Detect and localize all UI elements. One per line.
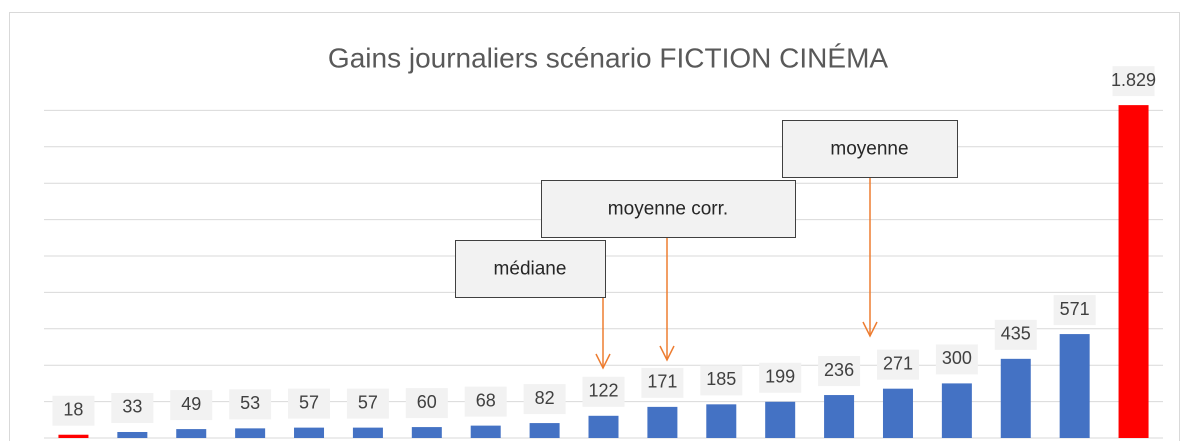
- bar: [1118, 105, 1149, 438]
- data-label-box: [876, 349, 919, 380]
- bar: [470, 425, 501, 438]
- data-label: 185: [706, 369, 736, 389]
- data-label: 57: [299, 392, 319, 412]
- data-label: 57: [358, 392, 378, 412]
- data-label: 53: [240, 393, 260, 413]
- bar: [941, 383, 972, 438]
- data-label: 300: [942, 348, 972, 368]
- bar: [352, 427, 383, 438]
- annotation-box: [541, 180, 796, 238]
- data-label-box: [935, 344, 978, 375]
- data-label-box: [170, 390, 213, 421]
- data-label-box: [1112, 66, 1155, 97]
- data-label-box: [346, 388, 389, 419]
- annotation-arrowhead: [862, 321, 878, 338]
- data-label-box: [111, 392, 154, 423]
- annotation: moyenne: [830, 139, 908, 160]
- data-label: 82: [535, 388, 555, 408]
- bar: [824, 395, 855, 438]
- data-label-box: [1053, 295, 1096, 326]
- bar: [58, 434, 89, 438]
- annotation-arrowhead: [659, 345, 675, 362]
- bar: [1059, 334, 1090, 438]
- data-label-box: [464, 386, 507, 417]
- data-label: 1.829: [1111, 70, 1156, 90]
- bar: [235, 428, 266, 438]
- data-label: 68: [476, 390, 496, 410]
- data-label: 199: [765, 367, 795, 387]
- chart-title: Gains journaliers scénario FICTION CINÉM…: [328, 42, 888, 73]
- data-label-box: [818, 356, 861, 387]
- data-label: 60: [417, 392, 437, 412]
- bar: [117, 431, 148, 438]
- data-label: 271: [883, 353, 913, 373]
- data-label: 49: [181, 394, 201, 414]
- annotation-box: [782, 120, 958, 178]
- bar: [176, 429, 207, 438]
- data-label-box: [288, 388, 331, 419]
- bar: [294, 427, 325, 438]
- bar: [647, 406, 678, 438]
- annotation: moyenne corr.: [608, 199, 728, 220]
- data-label: 18: [63, 399, 83, 419]
- data-label-box: [582, 376, 625, 407]
- data-label: 236: [824, 360, 854, 380]
- annotation-arrowhead: [595, 353, 611, 370]
- bar: [1000, 358, 1031, 438]
- annotation: médiane: [494, 259, 567, 280]
- data-label-box: [52, 395, 95, 426]
- bar: [706, 404, 737, 438]
- data-label-box: [994, 319, 1037, 350]
- bar: [765, 401, 796, 438]
- data-label-box: [405, 388, 448, 419]
- data-label: 171: [647, 372, 677, 392]
- bar: [882, 388, 913, 438]
- annotation-box: [455, 240, 606, 298]
- data-label-box: [759, 362, 802, 393]
- bar: [411, 427, 442, 438]
- data-label-box: [700, 365, 743, 396]
- data-label: 122: [588, 381, 618, 401]
- bar: [588, 415, 619, 438]
- data-label-box: [641, 367, 684, 398]
- data-label-box: [523, 384, 566, 415]
- bar: [529, 423, 560, 438]
- data-label: 435: [1001, 324, 1031, 344]
- data-label-box: [229, 389, 272, 420]
- data-label: 571: [1060, 299, 1090, 319]
- data-label: 33: [122, 397, 142, 417]
